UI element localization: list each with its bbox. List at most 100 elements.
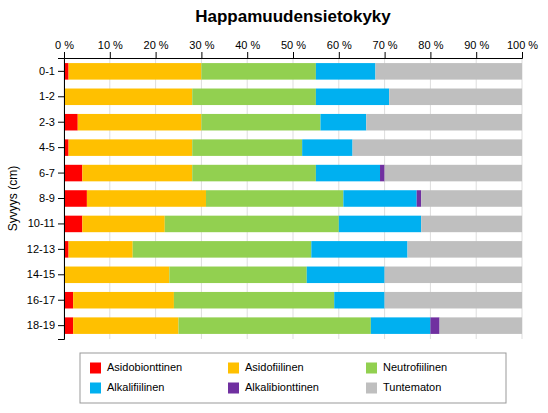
bar — [133, 241, 312, 258]
series — [353, 63, 522, 334]
bar — [353, 139, 522, 156]
tick-label: 14-15 — [27, 268, 55, 280]
tick-mark — [64, 52, 65, 58]
bar — [311, 241, 407, 258]
bar — [64, 165, 82, 182]
tick: 8-9 — [39, 192, 64, 204]
legend-swatch — [366, 383, 377, 394]
tick: 10 % — [98, 39, 123, 58]
legend-swatch — [228, 363, 239, 374]
legend-label: Neutrofiilinen — [383, 361, 447, 373]
tick-label: 4-5 — [39, 141, 55, 153]
tick: 2-3 — [39, 116, 64, 128]
legend-item: Alkalibionttinen — [228, 381, 319, 394]
tick: 0 % — [55, 39, 74, 58]
bar — [78, 114, 202, 131]
tick-mark — [156, 52, 157, 58]
tick: 40 % — [235, 39, 260, 58]
axis-line — [65, 52, 523, 59]
bar — [64, 267, 169, 284]
legend-frame — [80, 353, 506, 403]
title: Happamuudensietokyky — [195, 7, 391, 26]
legend-label: Alkalifiilinen — [107, 381, 164, 393]
legend: Asidobionttinen Asidofiilinen Neutrofiilin… — [80, 353, 506, 403]
tick-mark — [430, 52, 431, 58]
tick-mark — [58, 325, 64, 326]
bar — [87, 190, 206, 207]
axis-title: Syvyys (cm) — [6, 166, 20, 231]
tick-mark — [247, 52, 248, 58]
tick-label: 10-11 — [28, 217, 55, 229]
bar — [380, 165, 385, 182]
tick-label: 16-17 — [27, 294, 55, 306]
tick-mark — [58, 300, 64, 301]
bar — [320, 114, 366, 131]
bar — [385, 165, 522, 182]
tick-label: 60 % — [327, 39, 352, 51]
bar — [64, 216, 82, 233]
tick: 80 % — [418, 39, 443, 58]
bar — [69, 139, 193, 156]
legend-swatch — [366, 363, 377, 374]
tick-label: 70 % — [373, 39, 398, 51]
bar — [307, 267, 385, 284]
axis-line — [58, 59, 65, 340]
y-axis: 0-11-22-34-56-78-910-1112-1314-1516-1718… — [27, 59, 65, 340]
legend-item: Neutrofiilinen — [366, 361, 447, 374]
tick-label: 0-1 — [39, 65, 55, 77]
plot-area: 0 %10 %20 %30 %40 %50 %60 %70 %80 %90 %1… — [27, 39, 538, 340]
tick: 100 % — [507, 39, 538, 58]
bar — [73, 317, 178, 334]
legend-label: Asidofiilinen — [245, 361, 304, 373]
legend-swatch — [90, 383, 101, 394]
bar — [417, 190, 422, 207]
tick-mark — [58, 122, 64, 123]
tick-label: 30 % — [189, 39, 214, 51]
tick-mark — [58, 173, 64, 174]
bar — [408, 241, 523, 258]
bar — [179, 317, 371, 334]
tick-label: 18-19 — [27, 319, 55, 331]
tick-mark — [58, 71, 64, 72]
bar — [316, 165, 380, 182]
chart: 0 %10 %20 %30 %40 %50 %60 %70 %80 %90 %1… — [0, 0, 548, 413]
bar — [169, 267, 306, 284]
tick-mark — [58, 198, 64, 199]
bar — [192, 89, 316, 106]
tick: 18-19 — [27, 319, 64, 331]
legend-label: Alkalibionttinen — [245, 381, 319, 393]
bar — [64, 292, 73, 309]
tick-mark — [522, 52, 523, 58]
bar — [82, 165, 192, 182]
bar — [165, 216, 339, 233]
bar — [64, 190, 87, 207]
bar — [192, 139, 302, 156]
bar — [440, 317, 522, 334]
legend-swatch — [90, 363, 101, 374]
bar — [201, 114, 320, 131]
bar — [82, 216, 164, 233]
bar — [334, 292, 384, 309]
bar — [316, 89, 389, 106]
tick: 0-1 — [39, 65, 64, 77]
bar — [389, 89, 522, 106]
legend-item: Tuntematon — [366, 381, 441, 394]
bar — [73, 292, 174, 309]
bar — [366, 114, 522, 131]
legend-item: Asidofiilinen — [228, 361, 304, 374]
tick-label: 6-7 — [39, 167, 55, 179]
bar — [339, 216, 421, 233]
tick-label: 90 % — [464, 39, 489, 51]
tick-label: 2-3 — [39, 116, 55, 128]
legend-swatch — [228, 383, 239, 394]
tick: 30 % — [189, 39, 214, 58]
bar — [385, 292, 522, 309]
tick: 4-5 — [39, 141, 64, 153]
tick-label: 20 % — [144, 39, 169, 51]
tick-mark — [339, 52, 340, 58]
legend-item: Asidobionttinen — [90, 361, 182, 374]
bar — [385, 267, 522, 284]
tick-mark — [58, 223, 64, 224]
legend-item: Alkalifiilinen — [90, 381, 164, 394]
tick-label: 0 % — [55, 39, 74, 51]
